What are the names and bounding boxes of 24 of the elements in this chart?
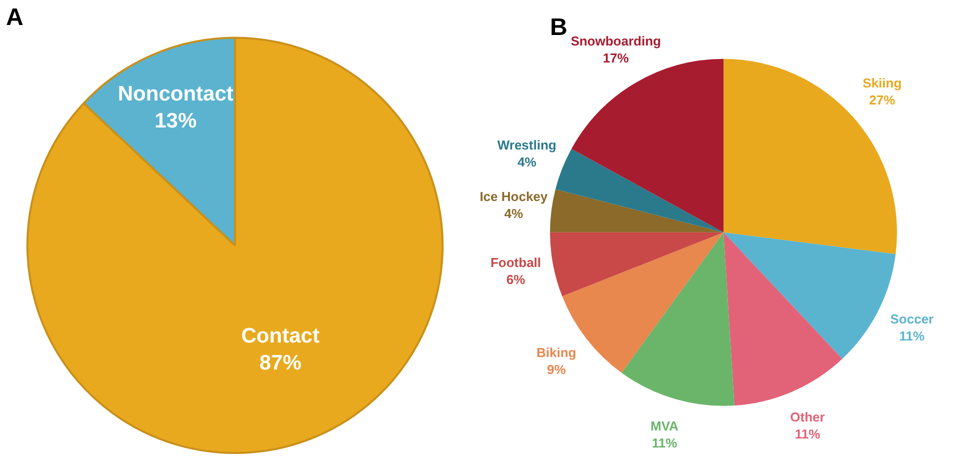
data-label: 6% — [506, 272, 526, 288]
data-label: 4% — [517, 154, 537, 170]
data-label: 4% — [504, 206, 524, 221]
data-label: 87% — [259, 352, 302, 375]
data-label: 11% — [652, 436, 678, 451]
slice-label: Football — [490, 255, 542, 270]
slice-label: Ice Hockey — [480, 189, 548, 204]
data-label: 9% — [546, 362, 566, 378]
slice-label: Other — [790, 410, 825, 425]
data-label: 11% — [899, 328, 926, 344]
slice-label: Noncontact — [118, 82, 234, 106]
chart-title: B — [550, 14, 568, 42]
slice-label: Snowboarding — [570, 33, 662, 48]
data-label: 17% — [602, 50, 630, 66]
slice-label: Skiing — [862, 76, 902, 91]
slice-label: Contact — [241, 324, 320, 348]
slice-label: Soccer — [890, 312, 934, 327]
chart-title: A — [6, 4, 24, 32]
data-label: 11% — [794, 426, 821, 442]
slice-label: Wrestling — [497, 138, 556, 153]
slice-label: Biking — [536, 345, 576, 360]
data-label: 13% — [154, 110, 197, 133]
data-label: 27% — [869, 92, 896, 108]
slice-label: MVA — [650, 418, 680, 434]
